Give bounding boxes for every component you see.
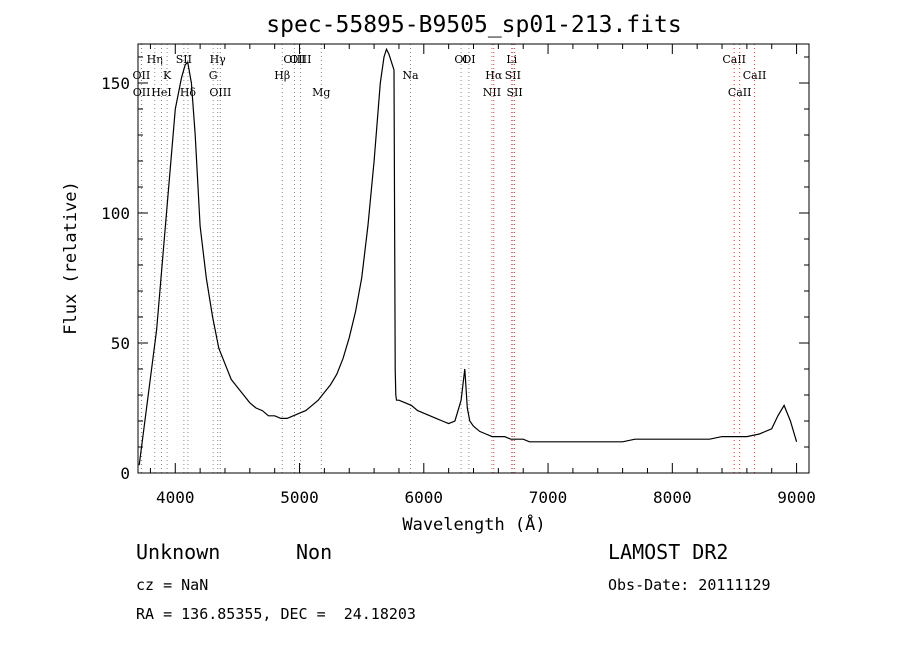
line-markers: OIIOIIHηHeIKSIIHδHγGOIIIHβOIIIOIIIMgNaOI…: [132, 44, 766, 473]
spectrum-line: [138, 47, 798, 466]
line-label: K: [163, 69, 172, 82]
chart-title: spec-55895-B9505_sp01-213.fits: [266, 12, 681, 38]
observation-date: Obs-Date: 20111129: [608, 576, 771, 594]
x-axis-ticks: 4000 5000 6000 7000 8000 9000: [149, 44, 816, 507]
line-label: Hα: [485, 69, 503, 82]
y-tick-label: 0: [120, 464, 130, 483]
y-axis-label: Flux (relative): [61, 181, 81, 335]
line-label: OIII: [209, 86, 231, 99]
line-label: Hδ: [180, 86, 197, 99]
line-label: OI: [462, 53, 475, 66]
line-label: Mg: [312, 86, 330, 99]
line-label: OIII: [289, 53, 311, 66]
line-label: CaII: [743, 69, 767, 82]
x-tick-label: 4000: [156, 488, 195, 507]
y-tick-label: 50: [111, 334, 130, 353]
y-axis-ticks: 0 50 100 150: [101, 56, 809, 483]
survey-name: LAMOST DR2: [608, 540, 729, 564]
y-tick-label: 150: [101, 74, 130, 93]
x-tick-label: 7000: [529, 488, 568, 507]
line-label: NII: [483, 86, 501, 99]
x-tick-label: 6000: [405, 488, 444, 507]
line-label: HeI: [151, 86, 171, 99]
x-tick-label: 8000: [653, 488, 692, 507]
spectrum-layer: [138, 47, 798, 466]
line-label: CaII: [722, 53, 746, 66]
x-tick-label: 5000: [280, 488, 319, 507]
line-label: OII: [132, 69, 150, 82]
y-tick-label: 100: [101, 204, 130, 223]
plot-frame: [137, 43, 810, 474]
line-label: CaII: [728, 86, 752, 99]
line-label: Hη: [147, 53, 163, 66]
line-label: SII: [505, 69, 521, 82]
line-label: G: [209, 69, 218, 82]
object-subclass: Non: [296, 540, 333, 564]
line-label: Na: [402, 69, 419, 82]
coordinates: RA = 136.85355, DEC = 24.18203: [136, 605, 416, 623]
redshift-cz: cz = NaN: [136, 576, 209, 594]
line-label: Li: [506, 53, 517, 66]
line-label: SII: [176, 53, 192, 66]
line-label: Hβ: [274, 69, 290, 82]
object-class: Unknown: [136, 540, 221, 564]
line-label: Hγ: [210, 53, 227, 66]
line-label: OI: [454, 53, 467, 66]
x-tick-label: 9000: [777, 488, 816, 507]
x-axis-label: Wavelength (Å): [402, 513, 545, 535]
line-label: SII: [507, 86, 523, 99]
line-label: OII: [133, 86, 151, 99]
